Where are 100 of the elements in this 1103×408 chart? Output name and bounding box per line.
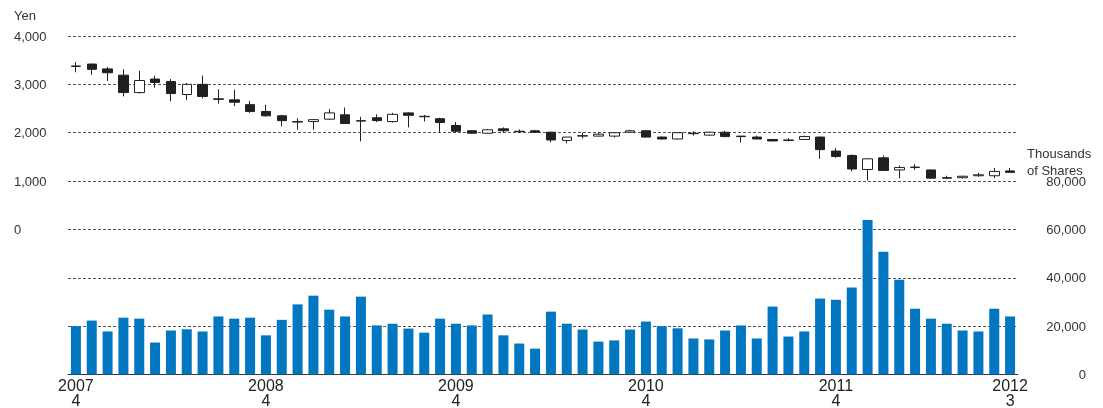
bar (593, 341, 604, 375)
candlestick (372, 113, 382, 123)
bar (118, 317, 129, 375)
candlestick (498, 126, 509, 134)
candlestick (340, 107, 350, 125)
candlestick (799, 135, 810, 141)
bar (830, 299, 841, 375)
candlestick (134, 70, 145, 95)
bar (229, 318, 240, 375)
bar (767, 306, 778, 375)
y2-tick-label: 20,000 (1046, 318, 1086, 334)
bar (371, 325, 382, 375)
bar (482, 314, 493, 375)
y-tick-label: 2,000 (14, 125, 47, 141)
candlestick (910, 163, 920, 171)
bar (973, 331, 984, 375)
candlestick (989, 167, 1000, 179)
bar (609, 340, 620, 375)
candlestick (593, 131, 604, 138)
candlestick (261, 104, 271, 118)
bar (561, 323, 572, 375)
candlestick (815, 136, 825, 160)
candlestick (783, 137, 794, 142)
bar (197, 331, 208, 375)
bar (340, 316, 351, 375)
x-tick-label: 2011 4 (818, 376, 854, 408)
y-tick-label: 3,000 (14, 76, 47, 92)
candlestick (736, 135, 746, 143)
bar (387, 323, 398, 375)
candlestick (878, 154, 889, 172)
candlestick (403, 111, 414, 128)
candlestick (71, 61, 81, 73)
bar (419, 332, 430, 375)
bar (213, 316, 224, 375)
candlestick (942, 175, 952, 180)
bar (545, 311, 556, 375)
bar (941, 323, 952, 375)
candlestick (973, 172, 984, 178)
y-tick-label: 1,000 (14, 173, 47, 189)
bar (276, 319, 287, 375)
candlestick (562, 136, 572, 144)
y2-tick-label: 40,000 (1046, 270, 1086, 286)
candlestick (277, 114, 287, 127)
bar (640, 321, 651, 375)
bar (450, 323, 461, 375)
bar (894, 279, 905, 375)
bar (910, 308, 921, 375)
bar (102, 331, 113, 375)
candlestick (308, 118, 319, 131)
bar (403, 328, 414, 375)
candlestick (894, 165, 905, 179)
bar (846, 287, 857, 375)
candlestick (546, 131, 556, 143)
bar (308, 295, 319, 375)
candlestick (752, 135, 762, 140)
bar (260, 335, 271, 375)
bar (435, 318, 446, 375)
bar (704, 339, 715, 375)
candlestick (577, 132, 588, 140)
candlestick (118, 68, 129, 97)
candlestick (102, 66, 113, 82)
y-tick-label: 0 (14, 221, 22, 237)
bar (625, 329, 636, 375)
candlestick (387, 112, 398, 124)
y2-tick-label: 60,000 (1046, 221, 1086, 237)
bar (150, 342, 161, 375)
bar (735, 325, 746, 375)
candlestick (182, 82, 192, 101)
bar (86, 320, 97, 375)
bar (530, 348, 541, 375)
candlestick (292, 117, 303, 131)
bar (656, 326, 667, 375)
bar (498, 335, 509, 375)
candlestick (862, 157, 873, 182)
candlestick (451, 121, 461, 134)
candlestick (672, 132, 683, 140)
candlestick (150, 75, 160, 89)
bar (751, 338, 762, 375)
bar (292, 304, 303, 375)
candlestick (767, 138, 778, 142)
bar (989, 308, 1000, 375)
candlestick (467, 129, 477, 135)
candlestick (530, 129, 540, 134)
bar (514, 343, 525, 375)
candlestick (197, 75, 208, 99)
bar (70, 326, 81, 375)
bar (466, 325, 477, 375)
candlestick (625, 129, 635, 134)
bar (957, 330, 968, 375)
x-tick-label: 2007 4 (58, 376, 94, 408)
bar (672, 328, 683, 375)
x-tick-label: 2012 3 (992, 376, 1028, 408)
bar (925, 318, 936, 375)
candlestick (482, 128, 493, 135)
candlestick (1005, 167, 1015, 173)
candlestick (87, 63, 97, 76)
candlestick (609, 132, 620, 139)
bar (783, 336, 794, 375)
bar (324, 309, 335, 375)
bar (1005, 316, 1016, 375)
